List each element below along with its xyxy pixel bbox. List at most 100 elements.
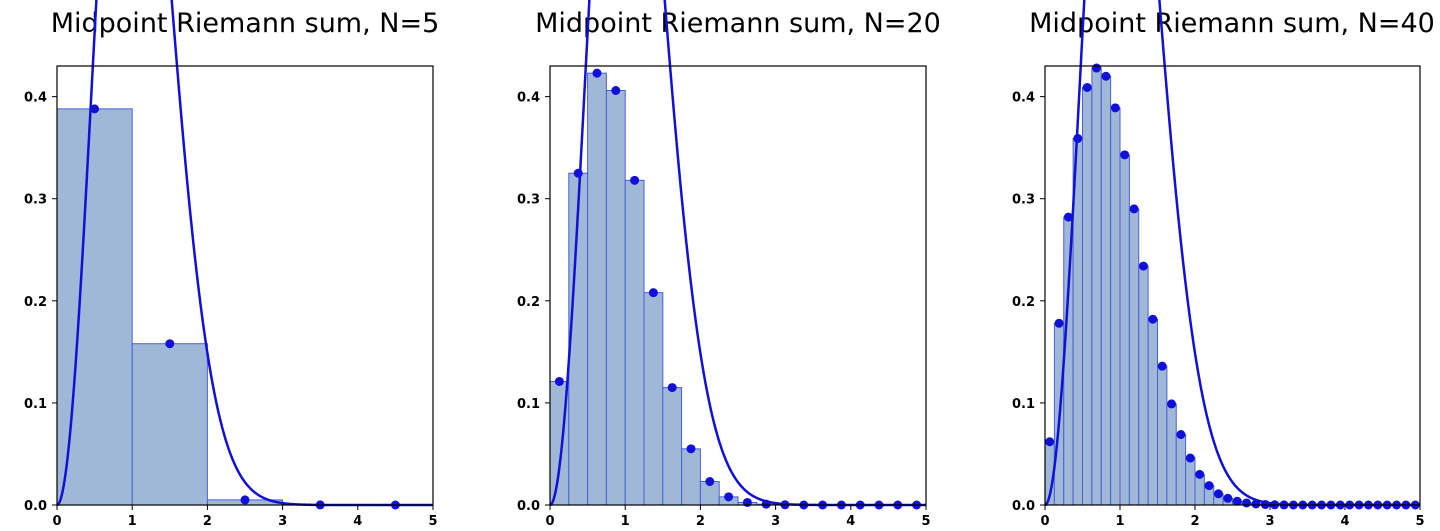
x-tick-label: 3	[1265, 514, 1274, 529]
x-tick-label: 1	[621, 514, 630, 529]
x-tick-label: 2	[203, 514, 212, 529]
midpoint-marker	[240, 495, 250, 505]
midpoint-marker	[1063, 212, 1073, 222]
y-tick-label: 0.0	[24, 499, 47, 514]
midpoint-marker	[1176, 430, 1186, 440]
midpoint-marker	[1073, 133, 1083, 143]
y-tick-label: 0.3	[517, 193, 540, 208]
riemann-bar	[1185, 457, 1196, 506]
riemann-bar	[681, 448, 701, 506]
riemann-bar	[1082, 86, 1093, 506]
riemann-bar	[1138, 265, 1149, 506]
riemann-bar	[131, 343, 208, 506]
midpoint-marker	[686, 444, 696, 454]
midpoint-marker	[1082, 82, 1092, 92]
riemann-bar	[1119, 154, 1130, 506]
riemann-bar	[643, 292, 664, 506]
riemann-bar	[1166, 403, 1177, 506]
x-tick-label: 1	[1115, 514, 1124, 529]
subplot-n20: Midpoint Riemann sum, N=20 0 1 2 3 4 5 0.0 0.1 0…	[517, 0, 941, 529]
midpoint-marker	[1195, 469, 1205, 479]
midpoint-marker	[554, 376, 564, 386]
midpoint-marker	[1157, 361, 1167, 371]
midpoint-marker	[1185, 453, 1195, 463]
chart-title: Midpoint Riemann sum, N=40	[1029, 8, 1435, 39]
midpoint-marker	[1045, 437, 1055, 447]
x-tick-label: 2	[1190, 514, 1199, 529]
midpoint-marker	[648, 288, 658, 298]
y-tick-label: 0.0	[517, 499, 540, 514]
y-tick-label: 0.2	[1012, 295, 1035, 310]
riemann-bar	[1194, 473, 1205, 506]
midpoint-marker	[1101, 71, 1111, 81]
midpoint-marker	[90, 104, 100, 114]
chart-title: Midpoint Riemann sum, N=5	[51, 8, 440, 39]
x-tick-label: 3	[771, 514, 780, 529]
y-tick-label: 0.1	[24, 397, 47, 412]
midpoint-marker	[1110, 103, 1120, 113]
midpoint-marker	[630, 175, 640, 185]
midpoint-marker	[165, 339, 175, 349]
midpoint-marker	[1204, 481, 1214, 491]
x-tick-label: 5	[921, 514, 930, 529]
y-tick-label: 0.4	[24, 91, 47, 106]
midpoint-marker	[611, 86, 621, 96]
midpoint-marker	[1223, 493, 1233, 503]
riemann-bar	[1063, 216, 1074, 506]
y-tick-label: 0.4	[1012, 91, 1035, 106]
x-tick-label: 4	[353, 514, 362, 529]
axes-frame	[1044, 65, 1421, 506]
axes-frame	[549, 65, 927, 506]
subplot-n5: Midpoint Riemann sum, N=5 0 1 2 3 4 5 0.0 0.1 0.…	[24, 0, 439, 529]
riemann-bar	[1100, 75, 1112, 506]
axes-frame	[56, 65, 434, 506]
riemann-bar	[1128, 208, 1140, 506]
midpoint-marker	[1167, 399, 1177, 409]
riemann-bar	[605, 90, 626, 506]
y-tick-label: 0.1	[517, 397, 540, 412]
y-tick-label: 0.3	[1012, 193, 1035, 208]
x-tick-label: 3	[278, 514, 287, 529]
riemann-bar	[1157, 365, 1168, 506]
y-tick-label: 0.0	[1012, 499, 1035, 514]
midpoint-marker	[1213, 489, 1223, 499]
x-tick-label: 5	[1415, 514, 1424, 529]
riemann-bar	[1147, 318, 1158, 506]
midpoint-marker	[1138, 261, 1148, 271]
y-tick-label: 0.2	[24, 295, 47, 310]
midpoint-marker	[761, 499, 771, 509]
midpoint-marker	[573, 168, 583, 178]
midpoint-marker	[1242, 498, 1252, 508]
midpoint-marker	[1148, 314, 1158, 324]
midpoint-marker	[724, 492, 734, 502]
y-tick-label: 0.2	[517, 295, 540, 310]
chart-title: Midpoint Riemann sum, N=20	[535, 8, 941, 39]
riemann-bar	[1110, 107, 1121, 506]
riemann-bar	[624, 179, 645, 506]
x-tick-label: 4	[846, 514, 855, 529]
subplot-n40: Midpoint Riemann sum, N=40 0 1 2 3 4 5 0.0 0.1 0…	[1012, 0, 1435, 529]
midpoint-marker	[592, 68, 602, 78]
riemann-bar	[1091, 67, 1102, 506]
midpoint-marker	[667, 383, 677, 393]
midpoint-marker	[1232, 496, 1242, 506]
y-tick-label: 0.3	[24, 193, 47, 208]
riemann-bar	[587, 72, 607, 506]
riemann-bar	[1175, 434, 1187, 506]
midpoint-marker	[1092, 63, 1102, 73]
y-tick-label: 0.4	[517, 91, 540, 106]
midpoint-marker	[705, 477, 715, 487]
x-tick-label: 2	[696, 514, 705, 529]
x-tick-label: 0	[545, 514, 554, 529]
x-tick-label: 5	[428, 514, 437, 529]
midpoint-marker	[1129, 204, 1139, 214]
midpoint-marker	[1054, 318, 1064, 328]
x-tick-label: 0	[52, 514, 61, 529]
y-tick-label: 0.1	[1012, 397, 1035, 412]
x-tick-label: 1	[128, 514, 137, 529]
midpoint-marker	[1251, 499, 1261, 509]
riemann-bar	[662, 387, 683, 506]
x-tick-label: 0	[1040, 514, 1049, 529]
x-tick-label: 4	[1340, 514, 1349, 529]
